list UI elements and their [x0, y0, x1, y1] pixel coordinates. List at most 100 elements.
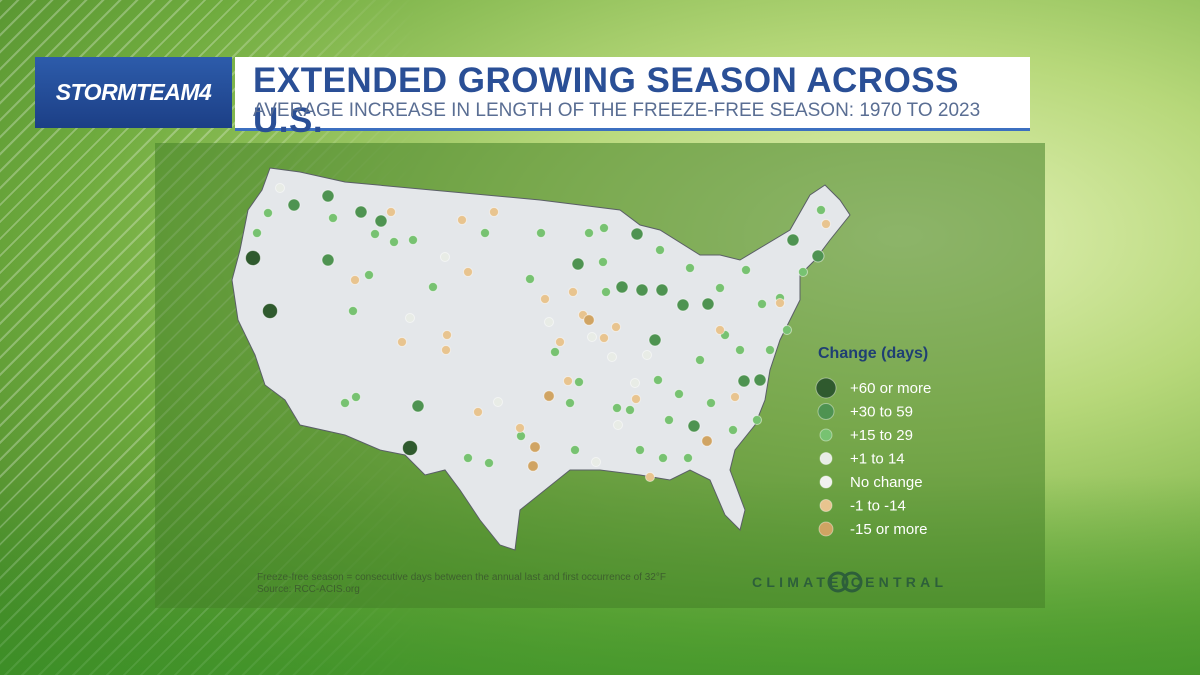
station-dot [630, 227, 644, 241]
station-dot [737, 374, 751, 388]
station-dot [442, 330, 452, 340]
credit-text: CLIMATE CENTRAL [752, 574, 944, 590]
station-dot [607, 352, 617, 362]
station-dot [540, 294, 550, 304]
station-dot [348, 306, 358, 316]
legend-label: +15 to 29 [850, 427, 913, 444]
station-dot [405, 313, 415, 323]
station-dot [555, 337, 565, 347]
station-dot [480, 228, 490, 238]
station-dot [245, 250, 261, 266]
station-dot [515, 423, 525, 433]
station-dot [571, 257, 585, 271]
legend-swatch [819, 499, 833, 512]
station-dot [463, 453, 473, 463]
station-dot [645, 472, 655, 482]
station-dot [550, 347, 560, 357]
station-dot [587, 332, 597, 342]
station-dot [574, 377, 584, 387]
station-dot [568, 287, 578, 297]
legend-label: -15 or more [850, 521, 928, 538]
station-dot [775, 298, 785, 308]
station-dot [321, 253, 335, 267]
station-dot [601, 287, 611, 297]
station-dot [354, 205, 368, 219]
station-dot [536, 228, 546, 238]
station-dot [525, 274, 535, 284]
legend-label: No change [850, 474, 923, 491]
legend-label: +1 to 14 [850, 451, 905, 468]
station-dot [287, 198, 301, 212]
legend-swatch [819, 428, 833, 442]
station-dot [782, 325, 792, 335]
legend-title: Change (days) [818, 345, 928, 362]
station-dot [263, 208, 273, 218]
station-dot [397, 337, 407, 347]
station-dot [389, 237, 399, 247]
station-dot [570, 445, 580, 455]
station-dot [786, 233, 800, 247]
station-dot [484, 458, 494, 468]
station-dot [370, 229, 380, 239]
source: Source: RCC-ACIS.org [257, 584, 360, 595]
title: EXTENDED GROWING SEASON ACROSS U.S. [253, 61, 959, 140]
station-dot [816, 205, 826, 215]
station-dot [544, 317, 554, 327]
station-dot [612, 403, 622, 413]
station-dot [411, 399, 425, 413]
station-dot [463, 267, 473, 277]
station-dot [653, 375, 663, 385]
station-dot [584, 228, 594, 238]
station-dot [599, 223, 609, 233]
station-dot [728, 425, 738, 435]
station-dot [275, 183, 285, 193]
station-dot [351, 392, 361, 402]
station-dot [706, 398, 716, 408]
legend-label: +30 to 59 [850, 404, 913, 421]
station-dot [598, 257, 608, 267]
station-dot [583, 314, 595, 326]
station-dot [735, 345, 745, 355]
station-dot [642, 350, 652, 360]
station-dot [374, 214, 388, 228]
legend-swatch [818, 521, 834, 537]
station-dot [328, 213, 338, 223]
credit-logo [841, 571, 863, 593]
station-dot [753, 373, 767, 387]
station-dot [613, 420, 623, 430]
subtitle: AVERAGE INCREASE IN LENGTH OF THE FREEZE… [253, 100, 981, 121]
station-dot [798, 267, 808, 277]
station-dot [715, 283, 725, 293]
station-dots [245, 183, 831, 482]
station-dot [664, 415, 674, 425]
station-dot [457, 215, 467, 225]
station-dot [408, 235, 418, 245]
station-dot [741, 265, 751, 275]
station-dot [715, 325, 725, 335]
station-dot [340, 398, 350, 408]
station-dot [262, 303, 278, 319]
station-dot [473, 407, 483, 417]
station-dot [676, 298, 690, 312]
legend-swatch [815, 377, 837, 399]
credit: CLIMATE CENTRAL [752, 574, 944, 590]
legend-swatch [819, 475, 833, 489]
station-dot [757, 299, 767, 309]
station-dot [683, 453, 693, 463]
station-dot [655, 283, 669, 297]
logo: STORMTEAM4 [35, 57, 232, 128]
station-dot [565, 398, 575, 408]
station-dot [591, 457, 601, 467]
station-dot [252, 228, 262, 238]
station-dot [615, 280, 629, 294]
station-dot [489, 207, 499, 217]
station-dot [701, 435, 713, 447]
footnote: Freeze-free season = consecutive days be… [257, 572, 666, 583]
station-dot [821, 219, 831, 229]
legend-swatch [817, 403, 835, 420]
station-dot [765, 345, 775, 355]
legend: +60 or more +30 to 59 +15 to 29 +1 to 14 No … [815, 377, 931, 538]
legend-label: +60 or more [850, 380, 931, 397]
station-dot [730, 392, 740, 402]
